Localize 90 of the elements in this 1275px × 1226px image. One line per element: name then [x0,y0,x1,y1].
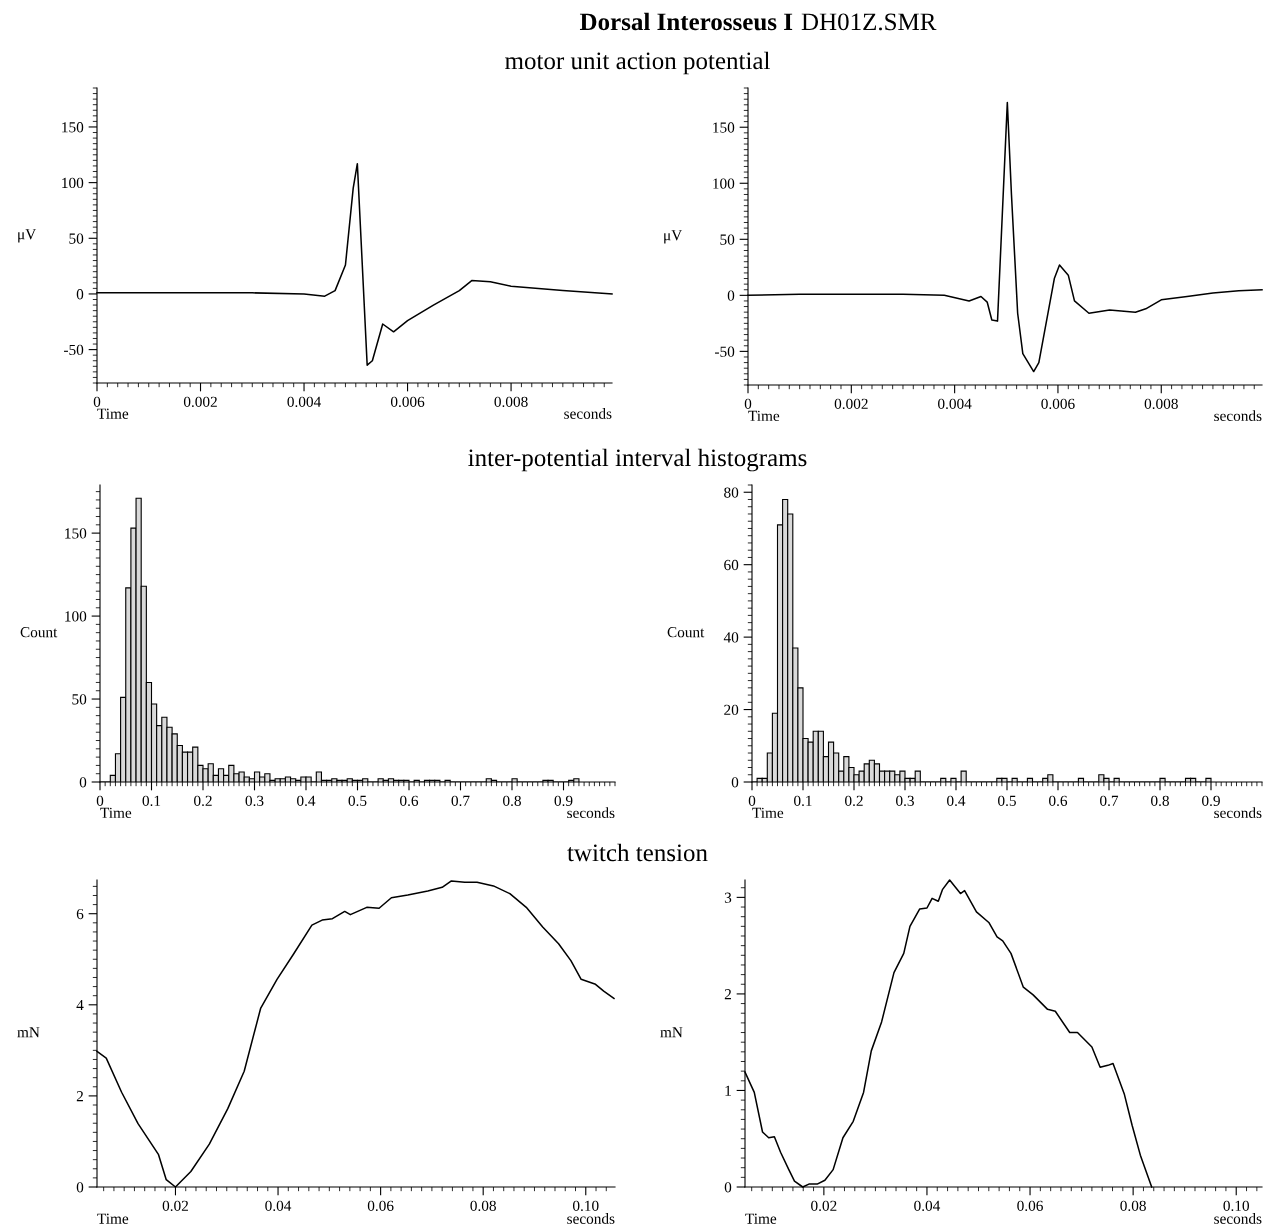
y-axis-title: mN [17,1027,40,1038]
y-tick-label: 0 [731,777,739,788]
x-tick-label: 0.008 [494,396,528,408]
x-tick-label: 0.1 [142,795,161,807]
text: seconds [1214,1213,1262,1224]
x-tick-label: 0.9 [554,795,573,807]
x-tick-label: 0.04 [265,1200,292,1212]
y-tick-label: 50 [69,233,84,244]
x-tick-label: 0.08 [1120,1200,1146,1212]
x-tick-label: 0.2 [845,795,863,807]
x-tick-label: 0 [96,795,104,806]
x-tick-label: 0.006 [1041,398,1075,410]
text: seconds [564,408,612,419]
x-tick-label: 0 [93,396,101,407]
x-tick-label: 0 [748,795,756,806]
x-tick-label: 0.5 [348,795,367,807]
text: DH01Z.SMR [801,13,937,31]
x-tick-label: 0.7 [1100,795,1119,807]
y-tick-label: 100 [65,611,87,622]
y-axis-title: mN [660,1027,683,1038]
x-tick-label: 0.4 [297,795,316,807]
y-tick-label: 0 [727,290,735,301]
x-tick-label: 0.002 [183,396,217,408]
y-tick-label: -50 [715,346,735,357]
chart-subtitle: twitch tension [567,843,708,862]
x-tick-label: 0.10 [1223,1200,1250,1212]
y-tick-label: 0 [76,289,84,300]
x-axis-title: Time [100,807,132,818]
y-tick-label: -50 [64,344,84,356]
y-tick-label: 3 [724,892,732,903]
x-tick-label: 0.004 [938,398,972,410]
x-tick-label: 0.008 [1144,398,1178,410]
y-tick-label: 50 [72,694,87,705]
x-tick-label: 0.10 [572,1200,599,1212]
y-tick-label: 1 [725,1085,731,1096]
y-tick-label: 0 [79,777,87,788]
y-tick-label: 50 [720,234,735,245]
x-tick-label: 0.1 [794,795,812,807]
y-axis-title: μV [18,229,37,243]
x-tick-label: 0.4 [947,795,966,807]
x-tick-label: 0.2 [194,795,212,807]
x-tick-label: 0.004 [287,396,321,408]
x-axis-title: Time [752,807,784,818]
y-tick-label: 4 [76,1000,84,1011]
y-tick-label: 20 [724,704,739,716]
text: seconds [567,807,615,818]
y-axis-title: Count [20,627,58,638]
y-tick-label: 6 [76,908,84,920]
y-tick-label: 80 [724,487,739,498]
y-tick-label: 0 [724,1182,732,1193]
x-tick-label: 0.8 [503,795,521,807]
y-tick-label: 2 [724,989,731,1000]
y-tick-label: 0 [76,1182,84,1193]
y-axis-title: μV [664,230,683,244]
x-tick-label: 0.006 [390,396,425,408]
text: seconds [1214,410,1262,421]
x-tick-label: 0.002 [834,398,868,410]
x-axis-title: Time [745,1213,777,1224]
y-axis-title: Count [667,627,705,638]
x-axis-title: Time [748,410,780,421]
y-tick-label: 40 [723,632,739,643]
text: seconds [1214,807,1262,818]
y-tick-label: 150 [62,122,84,133]
x-tick-label: 0.6 [400,795,419,807]
x-axis-title: Time [97,1213,129,1224]
y-tick-label: 60 [724,559,739,571]
chart-subtitle: motor unit action potential [505,51,770,75]
y-tick-label: 150 [65,528,87,539]
x-tick-label: 0.08 [470,1200,496,1212]
y-tick-label: 100 [713,178,735,189]
x-tick-label: 0.02 [162,1200,188,1212]
x-axis-title: Time [97,408,129,419]
x-tick-label: 0.04 [914,1200,941,1212]
x-tick-label: 0.06 [367,1200,394,1212]
text: Dorsal Interosseus I [579,12,793,31]
x-tick-label: 0.5 [998,795,1016,807]
x-tick-label: 0 [744,398,752,409]
x-tick-label: 0.9 [1202,795,1220,807]
x-tick-label: 0.3 [245,795,264,807]
x-tick-label: 0.06 [1017,1200,1043,1212]
chart-subtitle: inter-potential interval histograms [468,448,807,472]
x-tick-label: 0.02 [811,1200,837,1212]
x-tick-label: 0.8 [1151,795,1169,807]
x-tick-label: 0.3 [896,795,914,807]
x-tick-label: 0.6 [1049,795,1068,807]
text: seconds [567,1213,615,1224]
y-tick-label: 100 [62,177,84,189]
x-tick-label: 0.7 [451,795,470,807]
y-tick-label: 150 [713,122,735,133]
y-tick-label: 2 [76,1091,83,1102]
